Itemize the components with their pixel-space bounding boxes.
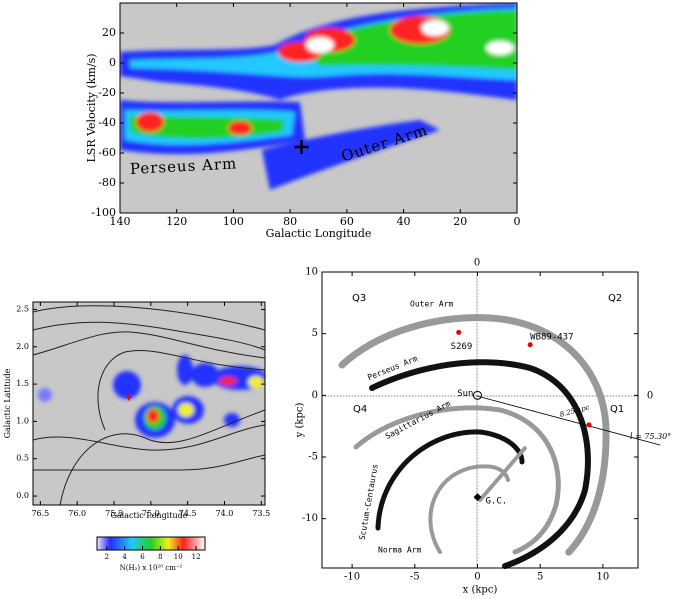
sightline-label: l = 75.30° <box>630 432 671 441</box>
heatmap-image <box>33 302 265 505</box>
x-tick-label: 5 <box>537 572 543 583</box>
y-tick-label: 0.0 <box>16 491 29 500</box>
colorbar-label: N(H₂) x 10²⁰ cm⁻² <box>120 564 183 572</box>
source-marker <box>527 342 533 348</box>
y-tick-label: -40 <box>98 116 116 129</box>
y-tick-label: -20 <box>98 86 116 99</box>
colorbar-tick-label: 6 <box>140 553 145 561</box>
x-tick-label: 60 <box>340 215 354 228</box>
sun-marker <box>472 390 482 400</box>
x-tick-label: 100 <box>223 215 244 228</box>
colorbar <box>96 536 206 551</box>
plot-frame <box>119 2 518 214</box>
y-tick-label: 10 <box>305 267 318 278</box>
y-tick-label: 20 <box>102 26 116 39</box>
x-axis-label: Galactic Longitude <box>111 511 188 520</box>
y-tick-label: 2.5 <box>16 304 29 313</box>
quadrant-label: Q4 <box>353 404 367 415</box>
point-label: S269 <box>451 342 473 352</box>
reference-label: 0 <box>474 258 480 269</box>
colorbar-tick-label: 12 <box>192 553 201 561</box>
x-tick-label: 20 <box>453 215 467 228</box>
arm-label: Outer Arm <box>410 300 454 309</box>
plot-frame <box>32 301 266 506</box>
marker <box>125 394 132 401</box>
y-tick-label: 0 <box>312 390 318 401</box>
x-tick-label: 76.5 <box>31 509 49 518</box>
x-tick-label: 74.0 <box>216 509 234 518</box>
arm-label: Sagittarius Arm <box>384 399 452 441</box>
point-label: Sun <box>457 389 473 399</box>
x-tick-label: -10 <box>344 572 360 583</box>
x-tick-label: 80 <box>283 215 297 228</box>
colorbar-tick-label: 4 <box>122 553 127 561</box>
colorbar-tick-label: 8 <box>158 553 162 561</box>
x-tick-label: 40 <box>397 215 411 228</box>
y-tick-label: -5 <box>308 452 318 463</box>
x-tick-label: 74.5 <box>179 509 197 518</box>
y-tick-label: 0 <box>109 56 116 69</box>
source-marker <box>586 422 592 428</box>
gc-marker <box>473 493 482 502</box>
y-tick-label: -10 <box>302 513 318 524</box>
y-tick-label: 1.5 <box>16 379 29 388</box>
y-tick-label: 1.0 <box>16 416 29 425</box>
x-tick-label: 75.0 <box>142 509 160 518</box>
x-tick-label: 76.0 <box>68 509 86 518</box>
colorbar-tick-label: 2 <box>105 553 109 561</box>
plot-frame <box>321 271 639 569</box>
x-tick-label: 10 <box>597 572 610 583</box>
marker <box>294 140 309 154</box>
colorbar-tick-label: 10 <box>174 553 183 561</box>
y-tick-label: 2.0 <box>16 342 29 351</box>
arm-label: Norma Arm <box>378 546 422 555</box>
x-tick-label: 75.5 <box>105 509 123 518</box>
annotation: Perseus Arm <box>129 154 237 178</box>
y-tick-label: -100 <box>91 206 116 219</box>
y-axis-label: Galactic Latitude <box>3 368 12 438</box>
point-label: WB89-437 <box>530 332 573 342</box>
x-tick-label: 120 <box>166 215 187 228</box>
reference-label: 0 <box>647 391 653 402</box>
y-tick-label: -80 <box>98 176 116 189</box>
x-tick-label: 0 <box>514 215 521 228</box>
quadrant-label: Q1 <box>610 404 624 415</box>
y-axis-label: LSR Velocity (km/s) <box>85 53 98 162</box>
y-tick-label: -60 <box>98 146 116 159</box>
heatmap-image <box>120 3 517 213</box>
source-marker <box>456 329 462 335</box>
x-tick-label: 140 <box>110 215 131 228</box>
x-tick-label: 0 <box>474 572 480 583</box>
x-axis-label: x (kpc) <box>463 585 498 596</box>
quadrant-label: Q2 <box>608 293 622 304</box>
y-axis-label: y (kpc) <box>295 403 306 439</box>
x-axis-label: Galactic Longitude <box>266 227 372 240</box>
y-tick-label: 0.5 <box>16 454 29 463</box>
quadrant-label: Q3 <box>352 293 366 304</box>
x-tick-label: 73.5 <box>252 509 270 518</box>
spiral-arms <box>321 271 661 569</box>
y-tick-label: 5 <box>312 328 318 339</box>
point-label: G.C. <box>485 497 507 507</box>
x-tick-label: -5 <box>410 572 420 583</box>
